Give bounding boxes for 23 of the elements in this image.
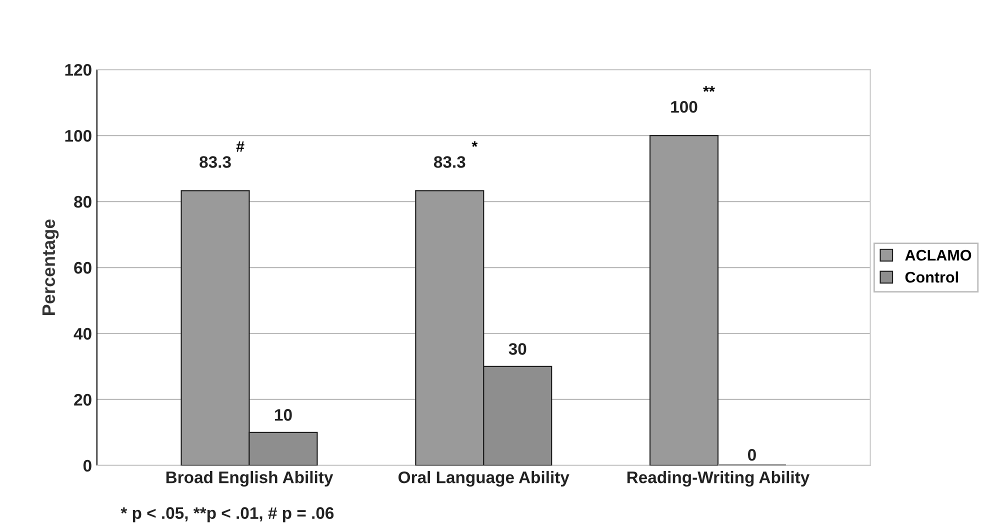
data-label: 30: [508, 343, 526, 355]
y-tick-label: 120: [65, 64, 92, 76]
y-tick-label: 40: [74, 328, 92, 340]
data-label: 0: [748, 448, 756, 461]
data-label: 83.3: [200, 156, 231, 168]
annotation: #: [236, 141, 244, 152]
y-axis-title: Percentage: [42, 219, 59, 315]
x-tick-label: Reading-Writing Ability: [627, 471, 810, 487]
data-label: 100: [671, 101, 698, 113]
text: * p < .05, **p < .01, # p = .06: [120, 507, 334, 522]
y-tick-label: 60: [74, 262, 92, 274]
y-tick-label: 100: [65, 130, 92, 142]
x-tick-label: Oral Language Ability: [398, 471, 570, 487]
annotation: **: [703, 86, 715, 92]
legend-label: ACLAMO: [905, 250, 972, 261]
y-tick-label: 0: [83, 460, 92, 472]
data-label: 10: [275, 409, 292, 421]
y-tick-label: 20: [74, 394, 92, 406]
x-tick-label: Broad English Ability: [166, 471, 334, 487]
legend-label: Control: [905, 271, 958, 283]
y-tick-label: 80: [74, 196, 92, 208]
data-label: 83.3: [434, 156, 466, 168]
annotation: *: [472, 141, 478, 147]
